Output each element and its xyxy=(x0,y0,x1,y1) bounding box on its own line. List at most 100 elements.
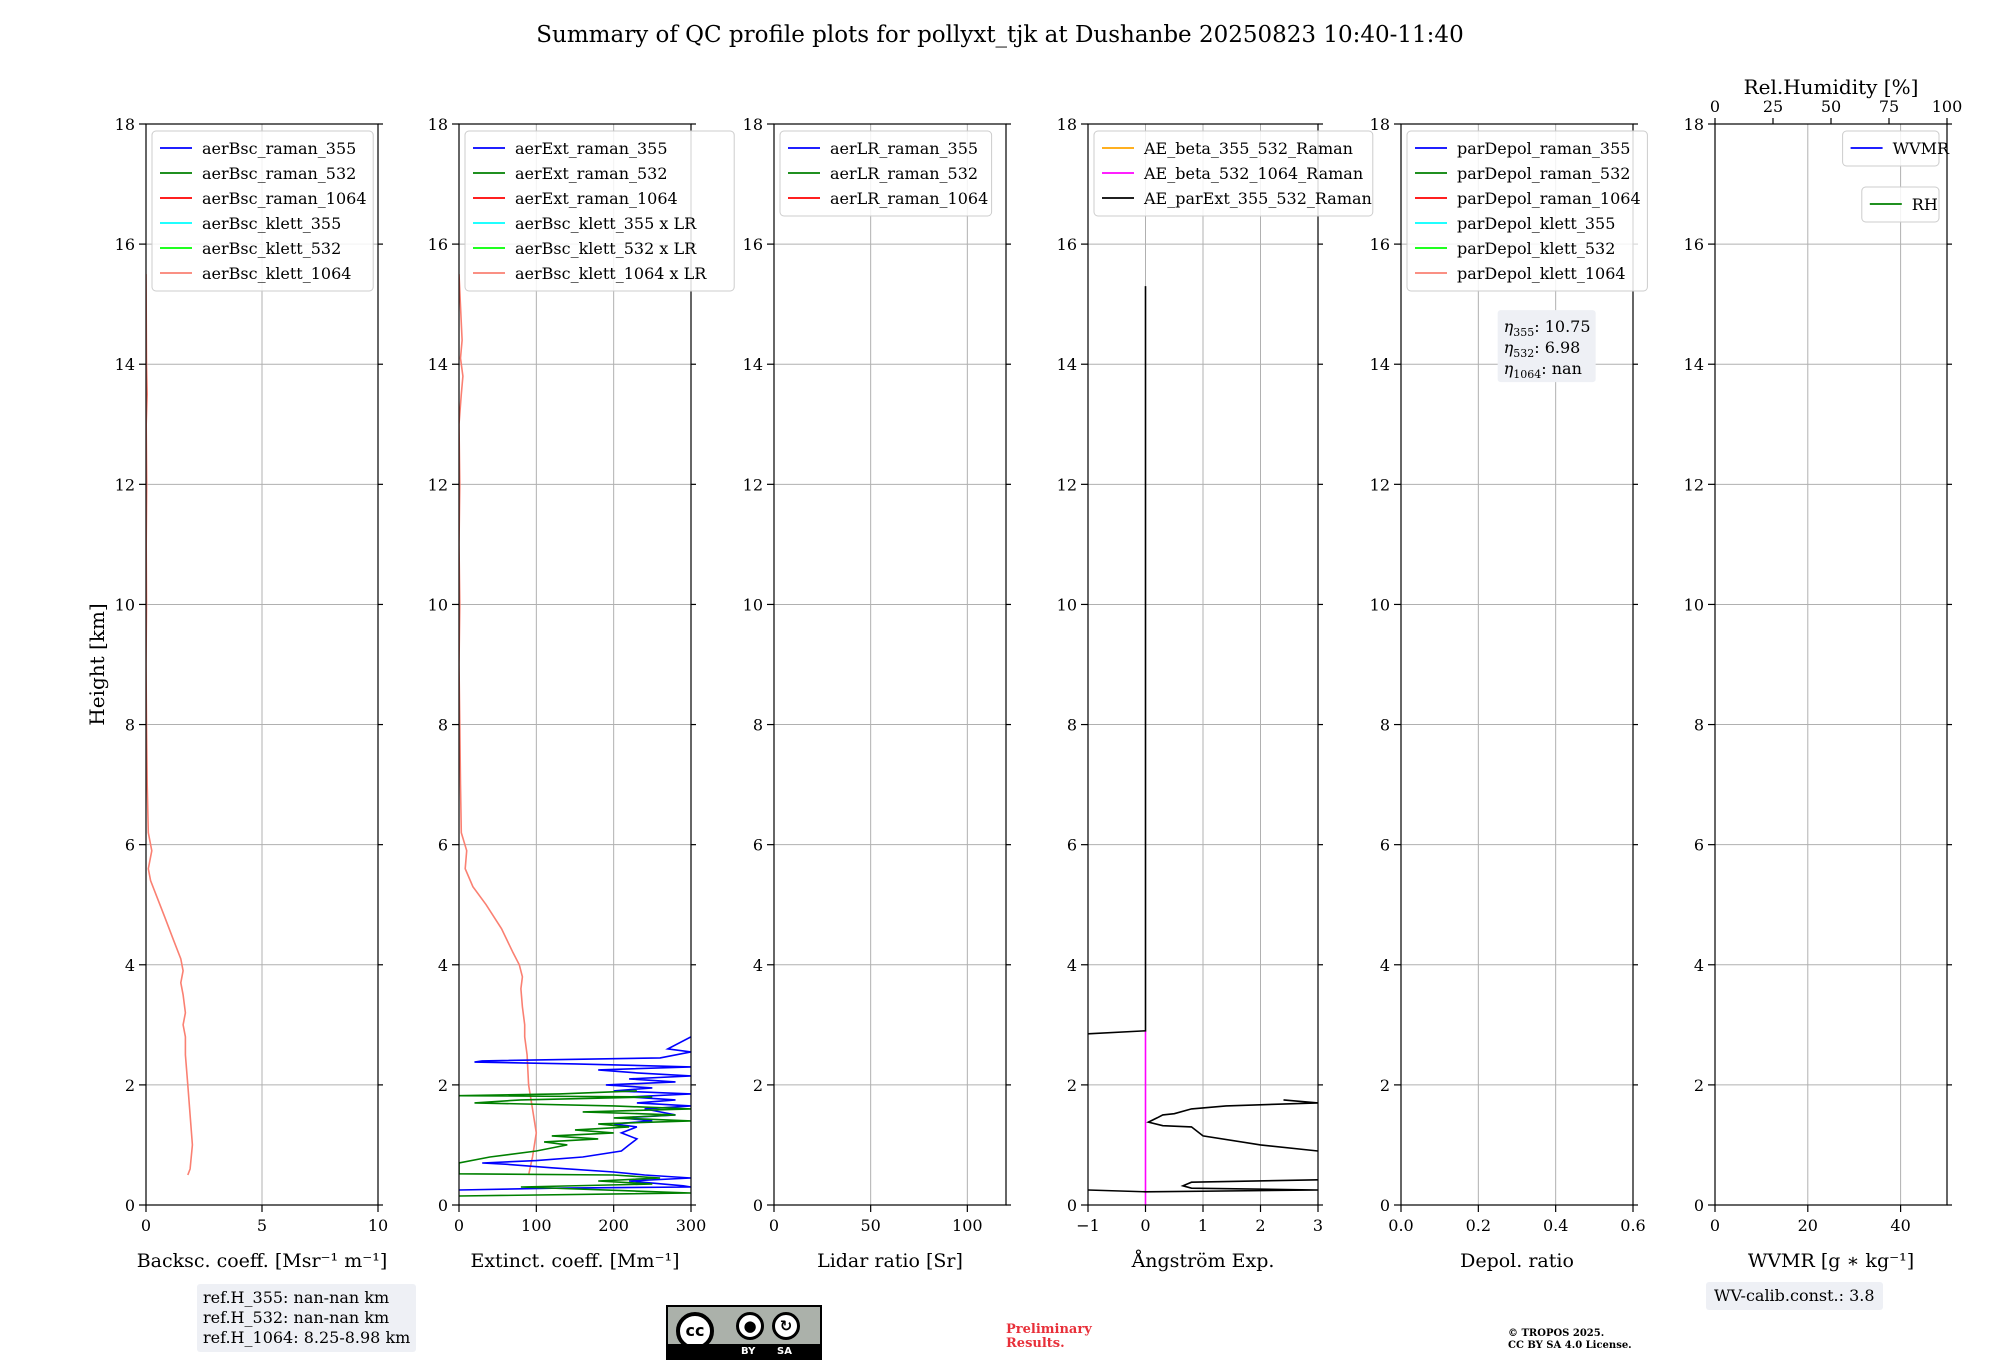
x-tick-label: 3 xyxy=(1313,1216,1323,1235)
reference-height-box: ref.H_355: nan-nan km ref.H_532: nan-nan… xyxy=(197,1284,417,1352)
y-tick-label: 0 xyxy=(1067,1196,1077,1215)
legend-entry: aerExt_raman_532 xyxy=(515,164,668,183)
x-axis-label: Ångström Exp. xyxy=(1131,1250,1275,1272)
eta-value: η1064: nan xyxy=(1504,359,1582,381)
y-tick-label: 8 xyxy=(753,716,763,735)
wv-calibration-box: WV-calib.const.: 3.8 xyxy=(1706,1282,1883,1310)
y-tick-label: 14 xyxy=(1057,355,1077,374)
y-tick-label: 2 xyxy=(1380,1076,1390,1095)
x-tick-label: 2 xyxy=(1255,1216,1265,1235)
x-tick-label: 40 xyxy=(1890,1216,1910,1235)
eta-value: η355: 10.75 xyxy=(1504,317,1591,339)
y-tick-label: 10 xyxy=(743,595,763,614)
preliminary-note: Preliminary Results. xyxy=(1006,1323,1092,1351)
y-tick-label: 12 xyxy=(1684,475,1704,494)
y-tick-label: 4 xyxy=(125,956,135,975)
y-tick-label: 2 xyxy=(125,1076,135,1095)
x-axis-label: Extinct. coeff. [Mm⁻¹] xyxy=(470,1250,679,1272)
legend-entry: aerBsc_klett_355 xyxy=(202,214,341,233)
eta-symbol: η xyxy=(1504,359,1514,378)
legend-entry: parDepol_raman_1064 xyxy=(1457,189,1641,208)
ref-height-355: ref.H_355: nan-nan km xyxy=(203,1288,390,1307)
legend: RH xyxy=(1861,186,1940,223)
y-tick-label: 0 xyxy=(753,1196,763,1215)
x-tick-label: 0.6 xyxy=(1620,1216,1645,1235)
series-line xyxy=(1088,286,1147,1035)
y-tick-label: 16 xyxy=(743,235,763,254)
x-tick-label: 50 xyxy=(860,1216,880,1235)
legend: aerBsc_raman_355 aerBsc_raman_532 aerBsc_r… xyxy=(151,130,374,292)
y-tick-label: 0 xyxy=(438,1196,448,1215)
series-line xyxy=(1146,1099,1318,1152)
x-tick-label: 0.0 xyxy=(1388,1216,1413,1235)
cc-by-label: BY xyxy=(741,1346,756,1357)
x-tick-label: 0 xyxy=(769,1216,779,1235)
y-tick-label: 0 xyxy=(1694,1196,1704,1215)
y-tick-label: 18 xyxy=(1370,115,1390,134)
share-alike-icon: ↻ xyxy=(772,1312,800,1340)
legend-box xyxy=(151,130,374,292)
y-tick-label: 8 xyxy=(1694,716,1704,735)
x-axis-label: Backsc. coeff. [Msr⁻¹ m⁻¹] xyxy=(137,1250,388,1272)
y-tick-label: 10 xyxy=(1370,595,1390,614)
y-tick-label: 18 xyxy=(1684,115,1704,134)
top-x-tick-label: 75 xyxy=(1879,97,1899,116)
y-tick-label: 6 xyxy=(1380,836,1390,855)
y-tick-label: 8 xyxy=(1067,716,1077,735)
plot-frame xyxy=(773,123,1007,1206)
y-tick-label: 8 xyxy=(125,716,135,735)
y-tick-label: 2 xyxy=(1067,1076,1077,1095)
legend-entry: aerBsc_klett_532 x LR xyxy=(515,239,697,258)
eta-number: : 6.98 xyxy=(1534,338,1580,357)
x-tick-label: 1 xyxy=(1198,1216,1208,1235)
y-tick-label: 14 xyxy=(428,355,448,374)
cc-license-logo: cc ● ↻ BY SA xyxy=(666,1305,822,1360)
preliminary-line-1: Preliminary xyxy=(1006,1322,1092,1337)
y-tick-label: 14 xyxy=(115,355,135,374)
y-tick-label: 18 xyxy=(1057,115,1077,134)
x-tick-label: 0 xyxy=(141,1216,151,1235)
top-axis-label: Rel.Humidity [%] xyxy=(1744,75,1919,99)
plot-frame xyxy=(458,123,692,1206)
y-tick-label: 16 xyxy=(1057,235,1077,254)
x-axis-label: WVMR [g ∗ kg⁻¹] xyxy=(1748,1250,1914,1272)
y-axis-label: Height [km] xyxy=(85,603,109,725)
legend-entry: aerLR_raman_1064 xyxy=(830,189,988,208)
y-tick-label: 4 xyxy=(1380,956,1390,975)
legend: AE_beta_355_532_Raman AE_beta_532_1064_Ra… xyxy=(1093,130,1374,217)
legend-box xyxy=(1093,130,1374,217)
y-tick-label: 16 xyxy=(1370,235,1390,254)
legend-box xyxy=(1842,130,1940,167)
top-x-tick-label: 100 xyxy=(1932,97,1963,116)
y-tick-label: 6 xyxy=(438,836,448,855)
copyright-line-2: CC BY SA 4.0 License. xyxy=(1508,1340,1632,1351)
panel-3: 0 2 4 6 8 10 12 14 16 18 0 50 100 Lidar ratio [Sr] aer… xyxy=(743,115,1011,1272)
legend-entry: AE_parExt_355_532_Raman xyxy=(1143,189,1372,208)
y-tick-label: 8 xyxy=(1380,716,1390,735)
y-tick-label: 0 xyxy=(1380,1196,1390,1215)
legend-entry: WVMR xyxy=(1893,139,1950,158)
x-tick-label: 0.4 xyxy=(1543,1216,1568,1235)
y-tick-label: 0 xyxy=(125,1196,135,1215)
legend-box xyxy=(779,130,993,217)
top-x-tick-label: 0 xyxy=(1710,97,1720,116)
legend-entry: aerBsc_raman_355 xyxy=(202,139,356,158)
legend-entry: aerBsc_raman_1064 xyxy=(202,189,367,208)
x-tick-label: 100 xyxy=(521,1216,552,1235)
legend-entry: aerBsc_klett_532 xyxy=(202,239,341,258)
y-tick-label: 12 xyxy=(428,475,448,494)
y-tick-label: 2 xyxy=(753,1076,763,1095)
panel-1: 0 2 4 6 8 10 12 14 16 18 0 5 10 Backsc. coeff. [Msr⁻¹… xyxy=(85,115,388,1272)
x-tick-label: 0 xyxy=(1710,1216,1720,1235)
y-tick-label: 16 xyxy=(115,235,135,254)
legend: aerLR_raman_355 aerLR_raman_532 aerLR_rama… xyxy=(779,130,993,217)
cc-band xyxy=(668,1344,820,1358)
x-tick-label: 100 xyxy=(952,1216,983,1235)
y-tick-label: 10 xyxy=(115,595,135,614)
series-line xyxy=(459,1090,691,1197)
legend-entry: AE_beta_355_532_Raman xyxy=(1143,139,1353,158)
series-line xyxy=(459,1036,691,1191)
eta-symbol: η xyxy=(1504,338,1514,357)
y-tick-label: 2 xyxy=(438,1076,448,1095)
x-tick-label: 0 xyxy=(1140,1216,1150,1235)
